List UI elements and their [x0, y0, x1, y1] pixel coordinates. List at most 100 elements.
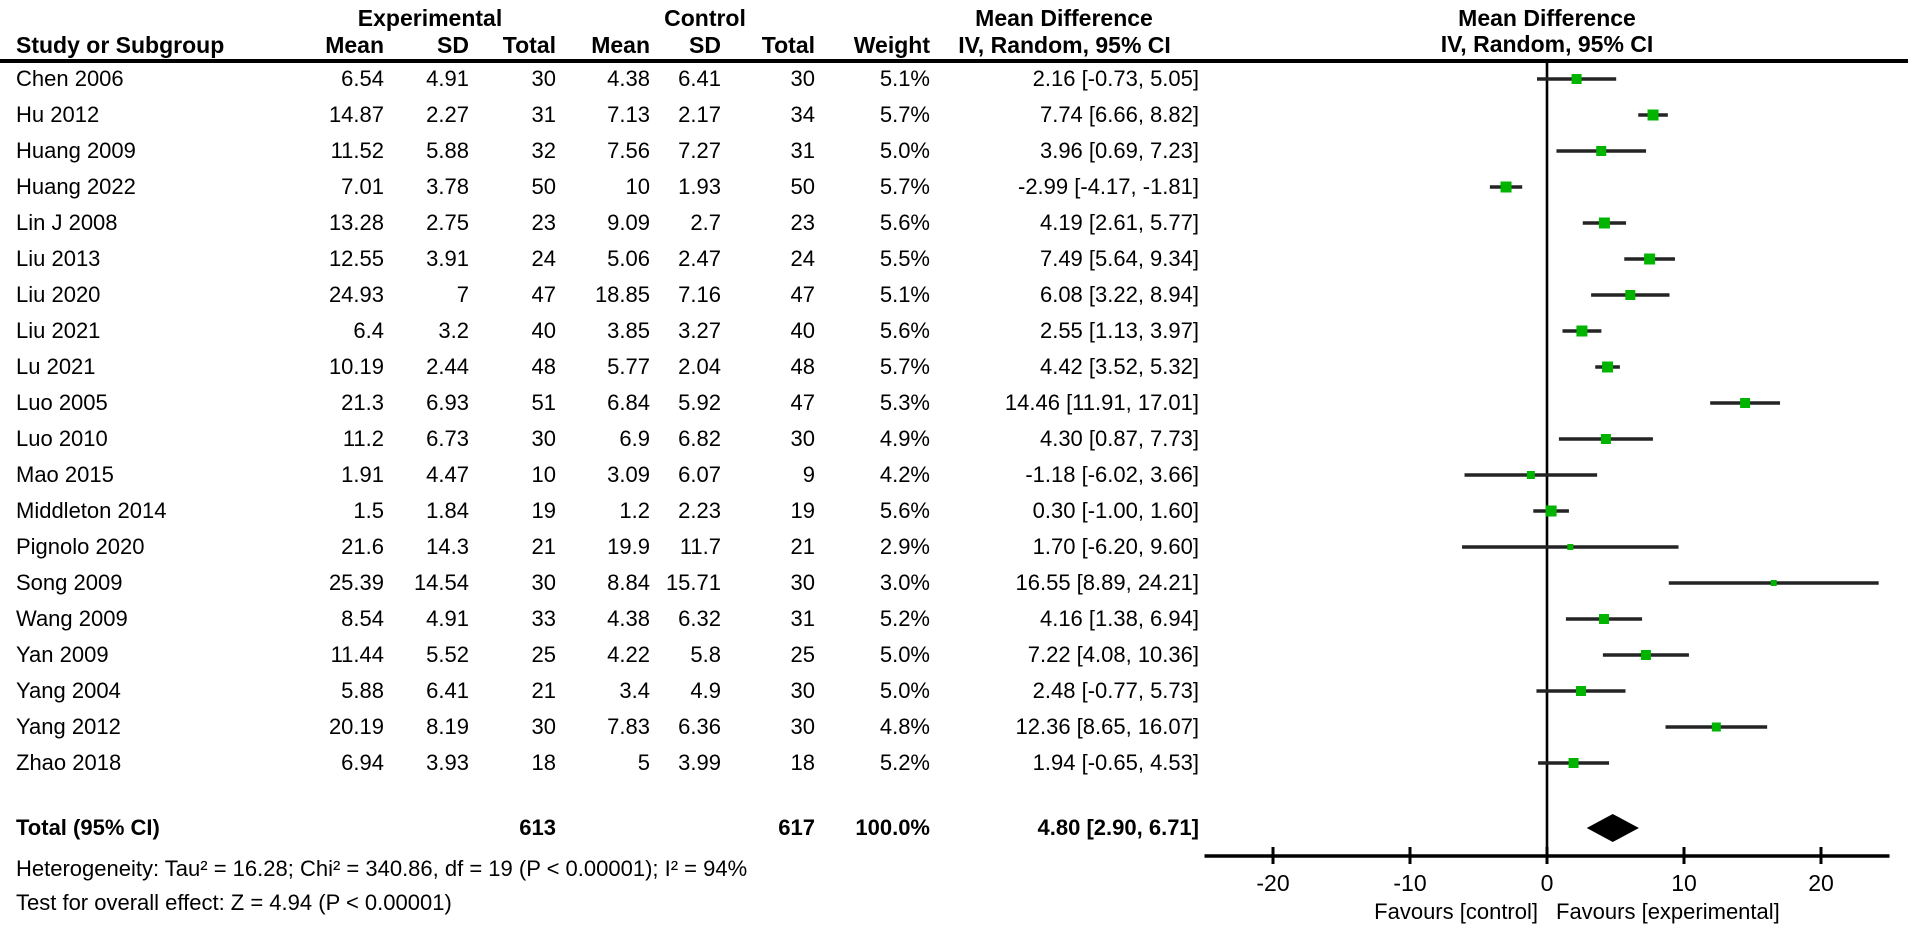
study-row: Lu 2021 10.19 2.44 48 5.77 2.04 48 5.7% 4.42 [3.… [16, 349, 1199, 385]
cell-exp_sd: 14.54 [413, 570, 469, 595]
cell-ctl_total: 48 [790, 354, 815, 379]
cell-exp_sd: 3.93 [426, 750, 469, 775]
cell-md_label: 4.42 [3.52, 5.32] [1039, 354, 1199, 379]
cell-weight: 5.7% [879, 174, 930, 199]
cell-weight: 5.5% [879, 246, 930, 271]
cell-exp_sd: 2.44 [426, 354, 469, 379]
overall-effect-text: Test for overall effect: Z = 4.94 (P < 0… [16, 890, 452, 915]
axis-tick-label: -20 [1256, 870, 1289, 896]
cell-ctl_mean: 6.9 [619, 426, 650, 451]
cell-ctl_sd: 6.32 [678, 606, 721, 631]
cell-ctl_sd: 7.27 [678, 138, 721, 163]
cell-name: Wang 2009 [16, 606, 128, 631]
cell-md_label: 14.46 [11.91, 17.01] [1004, 390, 1199, 415]
cell-weight: 4.9% [879, 426, 930, 451]
cell-ctl_mean: 9.09 [607, 210, 650, 235]
cell-exp_mean: 6.4 [353, 318, 384, 343]
cell-ctl_total: 40 [790, 318, 815, 343]
cell-weight: 5.3% [879, 390, 930, 415]
col-header-exp-mean: Mean [325, 32, 384, 58]
cell-weight: 4.2% [879, 462, 930, 487]
cell-exp_mean: 8.54 [341, 606, 384, 631]
cell-weight: 5.7% [879, 354, 930, 379]
cell-name: Song 2009 [16, 570, 123, 595]
cell-md_label: 2.16 [-0.73, 5.05] [1032, 66, 1199, 91]
cell-ctl_mean: 5.77 [607, 354, 650, 379]
study-row: Song 2009 25.39 14.54 30 8.84 15.71 30 3.0% 16.5… [16, 565, 1199, 601]
cell-ctl_total: 31 [790, 138, 815, 163]
cell-ctl_total: 31 [790, 606, 815, 631]
cell-weight: 5.6% [879, 318, 930, 343]
cell-exp_mean: 11.2 [342, 426, 384, 451]
cell-ctl_total: 9 [802, 462, 815, 487]
cell-ctl_sd: 11.7 [679, 534, 721, 559]
cell-ctl_mean: 3.4 [619, 678, 650, 703]
cell-md_label: 3.96 [0.69, 7.23] [1039, 138, 1199, 163]
study-row: Zhao 2018 6.94 3.93 18 5 3.99 18 5.2% 1.94 [-0.6… [16, 745, 1199, 781]
cell-ctl_sd: 5.8 [690, 642, 721, 667]
cell-exp_sd: 4.47 [426, 462, 469, 487]
cell-name: Luo 2010 [16, 426, 108, 451]
axis-tick-label: 10 [1671, 870, 1697, 896]
cell-ctl_mean: 4.22 [607, 642, 650, 667]
col-header-exp-sd: SD [437, 32, 469, 58]
cell-exp_total: 24 [531, 246, 556, 271]
total-exp-total: 613 [519, 815, 556, 840]
cell-exp_sd: 2.75 [426, 210, 469, 235]
cell-exp_total: 21 [531, 534, 556, 559]
study-row: Luo 2005 21.3 6.93 51 6.84 5.92 47 5.3% 14.46 [1… [16, 385, 1199, 421]
cell-exp_mean: 1.5 [353, 498, 384, 523]
cell-exp_mean: 6.54 [341, 66, 384, 91]
cell-weight: 5.6% [879, 210, 930, 235]
cell-exp_sd: 4.91 [426, 66, 469, 91]
cell-ctl_mean: 7.13 [607, 102, 650, 127]
cell-weight: 5.0% [879, 678, 930, 703]
cell-ctl_sd: 6.36 [678, 714, 721, 739]
cell-weight: 2.9% [879, 534, 930, 559]
cell-name: Pignolo 2020 [16, 534, 145, 559]
column-header-row: Study or Subgroup Mean SD Total Mean SD … [16, 31, 1199, 59]
cell-exp_sd: 7 [456, 282, 469, 307]
cell-ctl_mean: 4.38 [607, 606, 650, 631]
cell-exp_total: 33 [531, 606, 556, 631]
cell-exp_total: 10 [531, 462, 556, 487]
study-row: Yang 2012 20.19 8.19 30 7.83 6.36 30 4.8% 12.36 … [16, 709, 1199, 745]
cell-name: Liu 2021 [16, 318, 101, 343]
cell-md_label: -2.99 [-4.17, -1.81] [1018, 174, 1199, 199]
cell-exp_sd: 3.78 [426, 174, 469, 199]
cell-exp_sd: 6.73 [426, 426, 469, 451]
total-row: Total (95% CI) 613 617 100.0% 4.80 [2.90… [16, 810, 1199, 846]
cell-exp_total: 51 [531, 390, 556, 415]
cell-ctl_sd: 6.41 [678, 66, 721, 91]
cell-ctl_mean: 4.38 [607, 66, 650, 91]
cell-weight: 4.8% [879, 714, 930, 739]
cell-exp_mean: 12.55 [328, 246, 384, 271]
cell-ctl_sd: 6.07 [678, 462, 721, 487]
cell-exp_mean: 11.52 [330, 138, 384, 163]
cell-md_label: 2.48 [-0.77, 5.73] [1032, 678, 1199, 703]
cell-md_label: 4.16 [1.38, 6.94] [1039, 606, 1199, 631]
cell-weight: 5.6% [879, 498, 930, 523]
cell-name: Liu 2020 [16, 282, 101, 307]
cell-exp_total: 50 [531, 174, 556, 199]
cell-exp_mean: 20.19 [328, 714, 384, 739]
cell-exp_sd: 1.84 [426, 498, 469, 523]
study-row: Yang 2004 5.88 6.41 21 3.4 4.9 30 5.0% 2.48 [-0.… [16, 673, 1199, 709]
cell-exp_total: 30 [531, 714, 556, 739]
axis-tick-label: 20 [1808, 870, 1834, 896]
cell-md_label: 16.55 [8.89, 24.21] [1015, 570, 1200, 595]
cell-exp_total: 30 [531, 570, 556, 595]
cell-name: Mao 2015 [16, 462, 114, 487]
cell-ctl_total: 30 [790, 426, 815, 451]
cell-weight: 5.0% [879, 138, 930, 163]
study-row: Chen 2006 6.54 4.91 30 4.38 6.41 30 5.1% 2.16 [-… [16, 61, 1199, 97]
cell-ctl_total: 25 [790, 642, 815, 667]
cell-exp_sd: 5.88 [426, 138, 469, 163]
cell-exp_total: 25 [531, 642, 556, 667]
cell-exp_mean: 5.88 [341, 678, 384, 703]
cell-name: Yan 2009 [16, 642, 109, 667]
cell-name: Middleton 2014 [16, 498, 167, 523]
cell-exp_mean: 7.01 [341, 174, 384, 199]
cell-exp_mean: 11.44 [330, 642, 384, 667]
